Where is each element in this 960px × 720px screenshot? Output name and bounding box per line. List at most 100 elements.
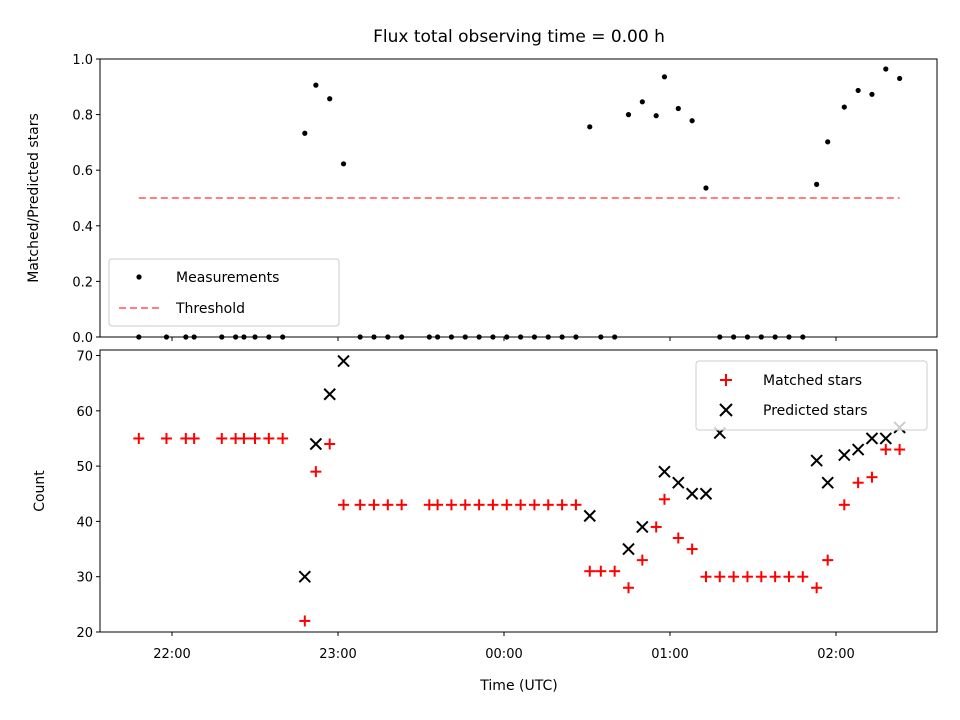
- matched-star-point: [769, 571, 781, 583]
- matched-star-point: [324, 438, 336, 450]
- bottom-y-tick-label: 20: [76, 626, 93, 641]
- matched-star-point: [852, 477, 864, 489]
- matched-star-point: [216, 432, 228, 444]
- predicted-star-point: [821, 476, 834, 489]
- matched-star-point: [880, 444, 892, 456]
- bottom-legend-box: [695, 360, 928, 431]
- bottom-panel: 20 30 40 50 60 70 22:00 23:00 00:00 01:00 02:00 Co…: [32, 349, 938, 694]
- matched-star-point: [528, 499, 540, 511]
- predicted-star-stroke-b: [636, 520, 649, 534]
- matched-star-point: [382, 499, 394, 511]
- matched-star-point: [894, 444, 906, 456]
- matched-star-point: [658, 493, 670, 505]
- matched-star-point: [741, 571, 753, 583]
- x-axis-title: Time (UTC): [479, 678, 557, 694]
- matched-star-point: [277, 432, 289, 444]
- predicted-star-point: [298, 570, 312, 583]
- predicted-star-point: [810, 454, 823, 467]
- measurement-point: [814, 181, 820, 187]
- predicted-star-point: [865, 432, 879, 445]
- bottom-y-tick-label: 40: [76, 515, 93, 530]
- bottom-y-tick-label: 50: [76, 460, 93, 475]
- matched-star-point: [672, 532, 684, 544]
- bottom-y-axis-title: Count: [32, 470, 48, 512]
- legend-measurements-label: Measurements: [176, 270, 279, 286]
- predicted-star-point: [636, 520, 649, 534]
- matched-star-point: [542, 499, 554, 511]
- x-tick-label: 00:00: [485, 647, 522, 662]
- measurement-point: [855, 87, 861, 94]
- matched-star-point: [515, 499, 527, 511]
- bottom-y-tick-label: 60: [76, 405, 93, 420]
- predicted-star-stroke-b: [672, 476, 685, 489]
- x-tick-label: 22:00: [153, 647, 190, 662]
- predicted-star-stroke-b: [309, 437, 323, 451]
- predicted-star-point: [672, 476, 685, 489]
- predicted-star-point: [337, 354, 350, 368]
- predicted-star-stroke-b: [658, 465, 671, 478]
- matched-star-point: [459, 499, 471, 511]
- matched-star-point: [249, 432, 261, 444]
- measurement-point: [625, 112, 632, 118]
- matched-star-point: [238, 432, 250, 444]
- bottom-plot-area: 20 30 40 50 60 70 22:00 23:00 00:00 01:00 02:00: [76, 350, 906, 662]
- matched-star-point: [310, 466, 322, 478]
- matched-star-point: [755, 571, 767, 583]
- matched-star-point: [811, 582, 823, 594]
- matched-star-point: [299, 615, 311, 627]
- top-y-axis-title: Matched/Predicted stars: [26, 113, 42, 283]
- top-plot-frame: [99, 58, 938, 338]
- matched-star-point: [368, 499, 380, 511]
- measurement-point: [587, 124, 593, 130]
- chart-title: Flux total observing time = 0.00 h: [373, 27, 665, 47]
- x-tick-label: 23:00: [319, 647, 356, 662]
- x-tick-label: 02:00: [817, 647, 854, 662]
- top-legend: Measurements Threshold: [108, 258, 340, 327]
- matched-star-point: [556, 499, 568, 511]
- predicted-star-stroke-b: [685, 487, 699, 500]
- predicted-star-stroke-b: [622, 542, 635, 556]
- matched-star-point: [133, 432, 145, 444]
- legend-matched-marker: [720, 374, 732, 386]
- measurement-point: [689, 118, 695, 124]
- matched-star-point: [584, 565, 596, 577]
- matched-star-point: [714, 571, 726, 583]
- bottom-y-tick-label: 70: [76, 350, 93, 365]
- predicted-star-point: [685, 487, 699, 500]
- predicted-star-point: [851, 443, 865, 456]
- legend-measurements-marker: [136, 274, 142, 280]
- top-plot-area: 0.0 0.2 0.4 0.6 0.8 1.0: [72, 53, 903, 346]
- legend-matched-label: Matched stars: [763, 373, 862, 389]
- predicted-star-point: [699, 487, 713, 500]
- top-y-tick-label: 0.4: [72, 220, 93, 235]
- measurement-point: [639, 99, 645, 105]
- matched-star-point: [700, 571, 712, 583]
- predicted-star-point: [838, 448, 851, 462]
- measurement-point: [327, 96, 333, 102]
- matched-star-point: [338, 499, 350, 511]
- matched-star-point: [636, 554, 648, 566]
- measurement-point: [897, 75, 903, 82]
- measurement-point: [340, 161, 347, 167]
- matched-star-point: [783, 571, 795, 583]
- matched-star-point: [797, 571, 809, 583]
- predicted-star-stroke-b: [851, 443, 865, 456]
- matched-star-point: [188, 432, 200, 444]
- top-y-tick-label: 0.8: [72, 109, 93, 124]
- predicted-star-point: [622, 542, 635, 556]
- matched-star-point: [570, 499, 582, 511]
- predicted-star-stroke-b: [879, 432, 893, 445]
- measurement-point: [661, 74, 668, 80]
- matched-star-point: [263, 432, 275, 444]
- predicted-star-stroke-b: [298, 570, 312, 583]
- predicted-star-point: [323, 388, 336, 401]
- matched-star-point: [728, 571, 740, 583]
- bottom-plot-frame: [99, 349, 938, 633]
- predicted-star-stroke-b: [583, 509, 596, 523]
- measurement-point: [869, 91, 875, 97]
- legend-threshold-label: Threshold: [175, 301, 245, 317]
- measurement-point: [883, 66, 889, 72]
- top-panel: Flux total observing time = 0.00 h 0.00.…: [26, 27, 938, 346]
- predicted-star-stroke-b: [838, 448, 851, 462]
- x-tick-label: 01:00: [651, 647, 688, 662]
